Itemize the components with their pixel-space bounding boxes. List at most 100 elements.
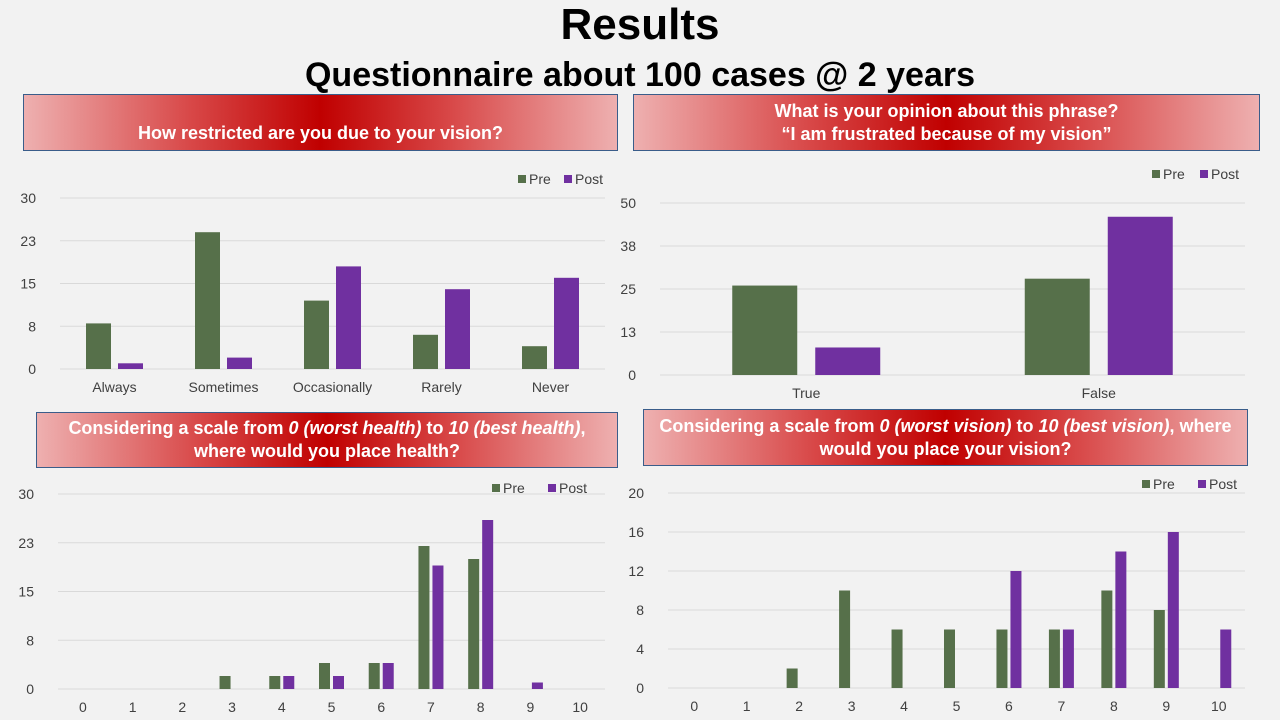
x-tick-label: 2 xyxy=(178,699,186,715)
legend-swatch xyxy=(1200,170,1208,178)
x-tick-label: 6 xyxy=(1005,698,1013,714)
bar-post xyxy=(815,347,881,375)
x-tick-label: 8 xyxy=(1110,698,1118,714)
x-tick-label: 10 xyxy=(1211,698,1227,714)
bar-pre xyxy=(522,346,547,369)
y-tick-label: 8 xyxy=(28,318,36,334)
x-tick-label: 2 xyxy=(795,698,803,714)
legend-label: Post xyxy=(1209,476,1237,492)
bar-pre xyxy=(1101,590,1113,688)
bar-pre xyxy=(944,629,955,688)
bar-post xyxy=(1062,629,1074,688)
legend-swatch xyxy=(1198,480,1206,488)
legend-swatch xyxy=(1142,480,1150,488)
y-tick-label: 4 xyxy=(636,641,644,657)
question-text: How restricted are you due to your visio… xyxy=(137,123,504,143)
legend-label: Post xyxy=(1211,166,1239,182)
bar-pre xyxy=(468,559,480,689)
x-tick-label: 6 xyxy=(377,699,385,715)
x-tick-label: 4 xyxy=(278,699,286,715)
x-tick-label: Never xyxy=(532,379,570,395)
page-subtitle: Questionnaire about 100 cases @ 2 years xyxy=(304,56,976,94)
bar-post xyxy=(554,277,579,369)
x-tick-label: 3 xyxy=(848,698,856,714)
bar-post xyxy=(1115,551,1127,688)
x-tick-label: 0 xyxy=(690,698,698,714)
bar-pre xyxy=(304,300,329,369)
bar-post xyxy=(432,565,444,689)
bar-pre xyxy=(839,590,851,688)
x-tick-label: 9 xyxy=(1162,698,1170,714)
x-tick-label: 3 xyxy=(228,699,236,715)
bar-post xyxy=(382,663,394,689)
bar-pre xyxy=(786,668,798,688)
question-banner-frustration: What is your opinion about this phrase? … xyxy=(633,94,1260,151)
question-text: Considering a scale from 0 (worst health… xyxy=(68,418,586,461)
y-tick-label: 0 xyxy=(28,361,36,377)
bar-post xyxy=(1010,571,1022,688)
y-tick-label: 23 xyxy=(20,233,36,249)
x-tick-label: Always xyxy=(92,379,136,395)
x-tick-label: 0 xyxy=(79,699,87,715)
bar-pre xyxy=(732,285,798,375)
legend-label: Pre xyxy=(503,480,525,496)
legend-label: Pre xyxy=(529,171,551,187)
bar-post xyxy=(1167,532,1179,688)
legend-swatch xyxy=(492,484,500,492)
bar-pre xyxy=(368,663,380,689)
legend-label: Post xyxy=(559,480,587,496)
bar-post xyxy=(1220,629,1232,688)
x-tick-label: 5 xyxy=(953,698,961,714)
bar-pre xyxy=(1024,278,1090,375)
bar-post xyxy=(333,676,344,689)
bar-pre xyxy=(996,629,1008,688)
question-banner-health-scale: Considering a scale from 0 (worst health… xyxy=(36,412,618,468)
bar-post xyxy=(283,676,295,689)
question-text: What is your opinion about this phrase? … xyxy=(774,100,1119,144)
bar-pre xyxy=(86,323,111,369)
legend-label: Post xyxy=(575,171,603,187)
x-tick-label: 7 xyxy=(427,699,435,715)
question-banner-restriction: How restricted are you due to your visio… xyxy=(23,94,618,151)
y-tick-label: 13 xyxy=(620,324,636,340)
bar-pre xyxy=(219,676,231,689)
y-tick-label: 15 xyxy=(20,276,36,292)
x-tick-label: False xyxy=(1082,385,1116,401)
y-tick-label: 20 xyxy=(628,485,644,501)
x-tick-label: 1 xyxy=(743,698,751,714)
x-tick-label: Rarely xyxy=(421,379,461,395)
y-tick-label: 0 xyxy=(628,367,636,383)
question-text: Considering a scale from 0 (worst vision… xyxy=(659,415,1232,459)
legend-swatch xyxy=(548,484,556,492)
x-tick-label: True xyxy=(792,385,820,401)
bar-pre xyxy=(319,663,330,689)
page-title: Results xyxy=(560,0,720,49)
bar-post xyxy=(227,357,252,369)
x-tick-label: 9 xyxy=(527,699,535,715)
legend-label: Pre xyxy=(1163,166,1185,182)
bar-pre xyxy=(413,334,438,369)
bar-post xyxy=(445,289,470,369)
bar-pre xyxy=(1153,610,1165,688)
x-tick-label: 5 xyxy=(328,699,336,715)
y-tick-label: 30 xyxy=(18,486,34,502)
y-tick-label: 23 xyxy=(18,535,34,551)
bar-pre xyxy=(418,546,430,689)
legend-swatch xyxy=(1152,170,1160,178)
bar-pre xyxy=(891,629,903,688)
legend-label: Pre xyxy=(1153,476,1175,492)
x-tick-label: Sometimes xyxy=(188,379,258,395)
y-tick-label: 16 xyxy=(628,524,644,540)
x-tick-label: 10 xyxy=(572,699,588,715)
bar-pre xyxy=(195,232,220,369)
bar-post xyxy=(1107,216,1173,375)
bar-post xyxy=(531,682,543,689)
bar-post xyxy=(336,266,361,369)
legend-swatch xyxy=(518,175,526,183)
y-tick-label: 0 xyxy=(26,681,34,697)
y-tick-label: 30 xyxy=(20,190,36,206)
